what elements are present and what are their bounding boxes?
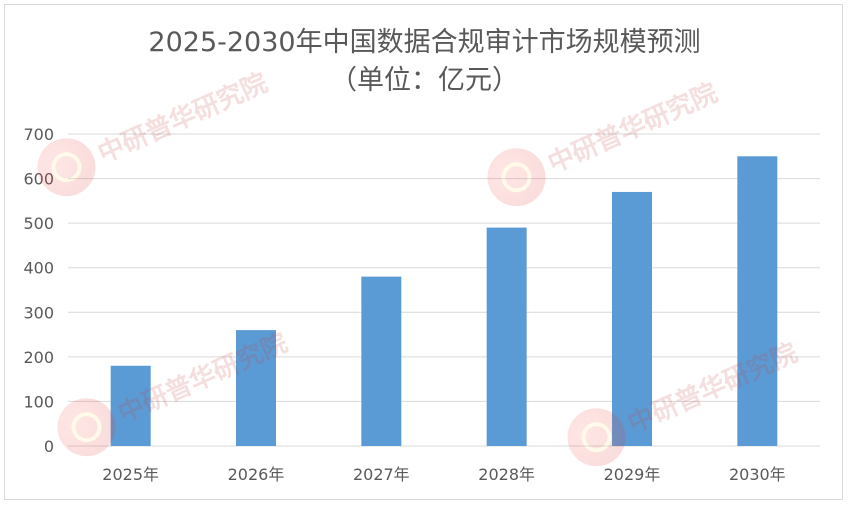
bar	[486, 227, 527, 446]
y-tick-label: 300	[23, 303, 54, 322]
x-tick-label: 2027年	[353, 465, 410, 484]
y-tick-label: 700	[23, 125, 54, 144]
y-tick-label: 0	[44, 437, 54, 456]
bar	[737, 156, 778, 447]
x-tick-label: 2026年	[228, 465, 285, 484]
x-tick-label: 2029年	[604, 465, 661, 484]
x-tick-label: 2025年	[102, 465, 159, 484]
chart-title: 2025-2030年中国数据合规审计市场规模预测	[148, 27, 701, 58]
chart-subtitle: （单位：亿元）	[330, 65, 519, 96]
bar	[612, 191, 652, 446]
y-tick-label: 200	[23, 348, 54, 367]
y-tick-label: 100	[23, 392, 54, 411]
bar	[236, 330, 276, 446]
bar	[361, 276, 402, 446]
y-tick-label: 600	[23, 170, 54, 189]
y-tick-label: 500	[23, 214, 54, 233]
y-tick-label: 400	[23, 259, 54, 278]
bar	[110, 365, 151, 446]
x-tick-label: 2030年	[729, 465, 786, 484]
x-tick-label: 2028年	[478, 465, 535, 484]
